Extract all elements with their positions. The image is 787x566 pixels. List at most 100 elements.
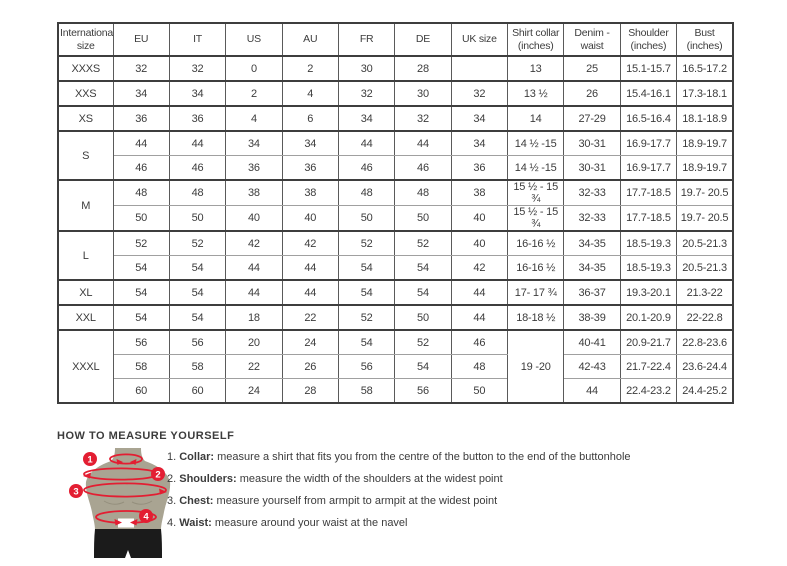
- size-value-cell: 24.4-25.2: [676, 378, 734, 404]
- size-value-cell: 54: [394, 354, 452, 379]
- size-value-cell: 48: [168, 179, 227, 206]
- how-to-measure-heading: HOW TO MEASURE YOURSELF: [57, 430, 235, 442]
- instruction-text: measure the width of the shoulders at th…: [236, 473, 503, 485]
- badge-1-icon: 1: [83, 452, 97, 466]
- size-value-cell: 34-35: [563, 230, 621, 256]
- size-value-cell: 18.5-19.3: [619, 230, 678, 256]
- size-value-cell: 44: [112, 130, 170, 156]
- table-row: M 48 48 38 38 48 48 38 15 ½ - 15 ¾ 32-33 17.7-18.5…: [57, 179, 734, 232]
- size-label: XS: [57, 105, 114, 132]
- table-row: 50 50 40 40 50 50 40 15 ½ - 15 ¾ 32-33 17.7-18.5 1…: [58, 205, 734, 232]
- size-value-cell: 54: [112, 255, 170, 281]
- instruction-number: 2.: [167, 473, 180, 485]
- size-value-cell: 32: [168, 55, 227, 82]
- size-value-cell: 54: [337, 279, 396, 306]
- column-header: AU: [281, 22, 339, 57]
- size-value-cell: 50: [450, 378, 509, 404]
- instruction-number: 3.: [167, 495, 180, 507]
- table-row: 54 54 44 44 54 54 42 16-16 ½ 34-35 18.5-19.3 20.5-…: [58, 255, 734, 281]
- size-value-cell: 18.9-19.7: [676, 155, 734, 181]
- size-value-cell: 18.9-19.7: [676, 130, 734, 156]
- size-value-cell: 16-16 ½: [507, 255, 565, 281]
- size-value-cell: 2: [281, 55, 339, 82]
- size-value-cell: 22.8-23.6: [676, 329, 734, 355]
- size-value-cell: 48: [394, 179, 452, 206]
- size-value-cell: 36: [450, 155, 509, 181]
- size-value-cell: 6: [281, 105, 339, 132]
- instruction-number: 1.: [167, 451, 180, 463]
- size-value-cell: 34: [337, 105, 396, 132]
- size-value-cell: 46: [168, 155, 227, 181]
- size-value-cell: 54: [394, 255, 452, 281]
- size-value-cell: 36: [281, 155, 339, 181]
- size-value-cell: 30-31: [563, 155, 621, 181]
- size-value-cell: 14: [507, 105, 565, 132]
- size-value-cell: 56: [394, 378, 452, 404]
- measure-instruction: 1. Collar: measure a shirt that fits you…: [167, 446, 631, 468]
- column-header: Shoulder (inches): [619, 22, 678, 57]
- size-value-cell: 46: [337, 155, 396, 181]
- size-value-cell: 32: [337, 80, 396, 107]
- size-value-cell: 21.3-22: [676, 279, 734, 306]
- size-value-cell: 34-35: [563, 255, 621, 281]
- size-value-cell: 32: [450, 80, 509, 107]
- size-value-cell: 38: [281, 179, 339, 206]
- size-value-cell: 15.1-15.7: [619, 55, 678, 82]
- size-label: XXL: [57, 304, 114, 331]
- size-value-cell: 50: [337, 205, 396, 232]
- table-row: 60 60 24 28 58 56 50 44 22.4-23.2 24.4-25.2: [58, 378, 734, 404]
- size-value-cell: 56: [168, 329, 227, 355]
- size-value-cell: 27-29: [563, 105, 621, 132]
- size-value-cell: 14 ½ -15: [507, 130, 565, 156]
- size-value-cell: 4: [225, 105, 283, 132]
- size-value-cell: 48: [337, 179, 396, 206]
- size-value-cell: 34: [112, 80, 170, 107]
- size-value-cell: 23.6-24.4: [676, 354, 734, 379]
- size-value-cell: 32: [112, 55, 170, 82]
- size-value-cell: 54: [337, 329, 396, 355]
- size-value-cell: 17- 17 ¾: [507, 279, 565, 306]
- measure-instruction: 4. Waist: measure around your waist at t…: [167, 512, 631, 534]
- size-label: M: [57, 179, 114, 232]
- badge-2-icon: 2: [151, 467, 165, 481]
- size-value-cell: 22.4-23.2: [619, 378, 678, 404]
- table-row: L 52 52 42 42 52 52 40 16-16 ½ 34-35 18.5-19.3 20.5…: [57, 230, 734, 281]
- size-value-cell: 44: [394, 130, 452, 156]
- svg-text:1: 1: [87, 454, 93, 465]
- instruction-label: Shoulders:: [179, 473, 237, 485]
- size-value-cell: 44: [450, 304, 509, 331]
- size-value-cell: 20.1-20.9: [619, 304, 678, 331]
- svg-text:3: 3: [73, 486, 78, 497]
- size-value-cell: 13: [507, 55, 565, 82]
- size-value-cell: 54: [168, 304, 227, 331]
- table-row: XL 54 54 44 44 54 54 44 17- 17 ¾ 36-37 19.3-20.1 21…: [57, 279, 734, 306]
- size-value-cell: 34: [450, 105, 509, 132]
- instruction-label: Chest:: [179, 495, 214, 507]
- size-value-cell: 16.5-16.4: [619, 105, 678, 132]
- size-value-cell: 15 ½ - 15 ¾: [507, 205, 565, 232]
- size-value-cell: 46: [394, 155, 452, 181]
- size-chart-table: International size EU IT US AU FR DE UK size Shi…: [57, 22, 734, 404]
- size-value-cell: 22: [281, 304, 339, 331]
- size-value-cell: 44: [168, 130, 227, 156]
- size-value-cell: 16-16 ½: [507, 230, 565, 256]
- size-value-cell: 18.5-19.3: [619, 255, 678, 281]
- size-value-cell: 54: [394, 279, 452, 306]
- size-value-cell: 16.9-17.7: [619, 155, 678, 181]
- size-value-cell: 20.5-21.3: [676, 230, 734, 256]
- size-value-cell: 17.7-18.5: [619, 205, 678, 232]
- size-label: XXS: [57, 80, 114, 107]
- mannequin-shorts: [94, 529, 162, 558]
- size-value-cell: 46: [112, 155, 170, 181]
- table-row: XXL 54 54 18 22 52 50 44 18-18 ½ 38-39 20.1-20.9 22…: [57, 304, 734, 331]
- column-header: IT: [168, 22, 227, 57]
- size-value-cell: 22: [225, 354, 283, 379]
- size-value-cell: 22-22.8: [676, 304, 734, 331]
- size-value-cell: 19 -20: [507, 329, 565, 404]
- size-value-cell: 44: [225, 279, 283, 306]
- size-chart-header: International size EU IT US AU FR DE UK size Shi…: [57, 22, 734, 57]
- size-value-cell: 52: [337, 230, 396, 256]
- size-value-cell: 36: [112, 105, 170, 132]
- header-row: International size EU IT US AU FR DE UK size Shi…: [57, 22, 734, 57]
- column-header: Denim - waist: [563, 22, 621, 57]
